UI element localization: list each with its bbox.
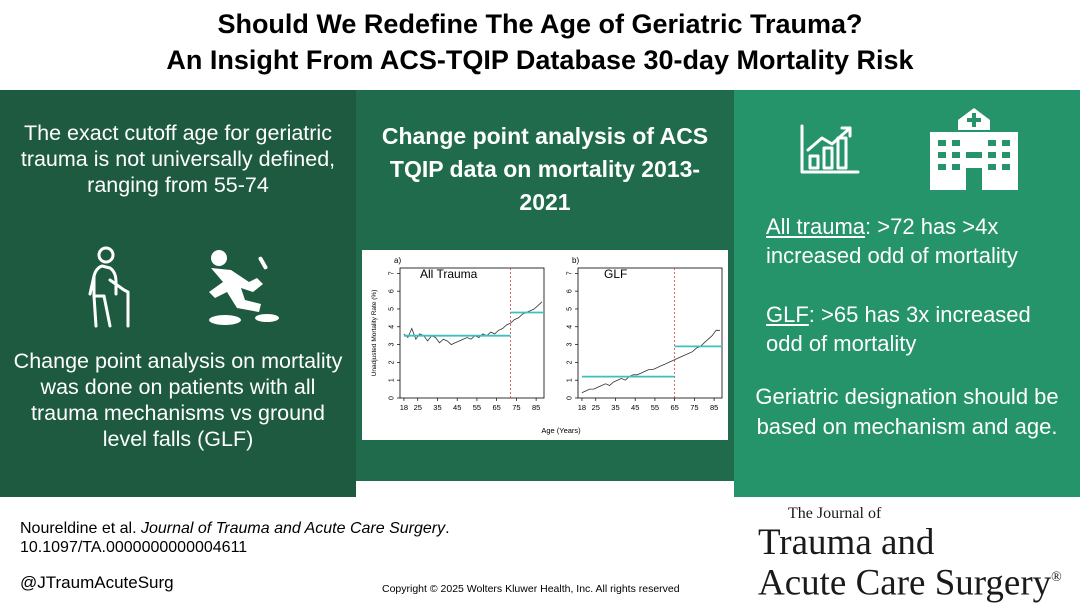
chart-1-y-tick-label-7: 7 — [389, 271, 396, 275]
chart-1-panel-label: a) — [394, 256, 401, 265]
elderly-person-icon — [88, 246, 130, 328]
page-title: Should We Redefine The Age of Geriatric … — [0, 6, 1080, 78]
chart-1-x-tick-label-6: 75 — [512, 403, 520, 412]
chart-2-y-tick-label-1: 1 — [567, 378, 574, 382]
chart-2-x-tick-label-4: 55 — [651, 403, 659, 412]
finding-all-trauma-text: : >72 has >4x increased odd of mortality — [766, 214, 1018, 268]
journal-logo-line1: Trauma and — [758, 522, 935, 563]
chart-1-y-axis-label: Unadjusted Mortality Rate (%) — [371, 290, 378, 377]
shared-x-axis-label: Age (Years) — [541, 426, 581, 435]
title-line-1: Should We Redefine The Age of Geriatric … — [217, 9, 863, 39]
chart-1-y-tick-label-2: 2 — [389, 360, 396, 364]
chart-1-y-tick-label-1: 1 — [389, 378, 396, 382]
chart-2-y-tick-label-5: 5 — [567, 307, 574, 311]
chart-2-y-tick-label-7: 7 — [567, 271, 574, 275]
chart-2-mortality-series-line — [581, 329, 720, 394]
journal-logo-line2-wrap: Acute Care Surgery® — [758, 558, 1062, 603]
method-text: Change point analysis on mortality was d… — [13, 349, 343, 451]
analysis-heading: Change point analysis of ACS TQIP data o… — [381, 123, 709, 215]
method-panel: Change point analysis of ACS TQIP data o… — [356, 90, 734, 481]
twitter-handle: @JTraumAcuteSurg — [20, 573, 174, 592]
chart-1-x-tick-label-4: 55 — [473, 403, 481, 412]
chart-2-x-tick-label-3: 45 — [631, 403, 639, 412]
chart-1-y-tick-label-6: 6 — [389, 289, 396, 293]
intro-text: The exact cutoff age for geriatric traum… — [20, 121, 336, 197]
chart-2-x-tick-label-6: 75 — [690, 403, 698, 412]
chart-1-x-tick-label-0: 18 — [400, 403, 408, 412]
chart-1-y-tick-label-0: 0 — [389, 396, 396, 400]
finding-all-trauma-label: All trauma — [766, 214, 866, 239]
chart-2-y-tick-label-3: 3 — [567, 343, 574, 347]
registered-mark: ® — [1051, 570, 1062, 585]
chart-1-frame — [399, 267, 545, 399]
citation-period: . — [445, 520, 450, 537]
chart-1-y-tick-label-3: 3 — [389, 343, 396, 347]
person-falling-icon — [209, 250, 279, 325]
chart-2-panel-label: b) — [572, 256, 579, 265]
journal-logo-small: The Journal of — [788, 505, 882, 522]
finding-glf: GLF: >65 has 3x increased odd of mortali… — [766, 300, 1066, 358]
chart-2-frame — [577, 267, 723, 399]
chart-2-x-tick-label-0: 18 — [578, 403, 586, 412]
chart-1-title: All Trauma — [420, 267, 478, 281]
chart-2-x-tick-label-1: 25 — [592, 403, 600, 412]
chart-2-x-tick-label-2: 35 — [611, 403, 619, 412]
chart-2-title: GLF — [604, 267, 627, 281]
hospital-icon — [930, 108, 1018, 190]
title-line-2: An Insight From ACS-TQIP Database 30-day… — [166, 45, 914, 75]
copyright-notice: Copyright © 2025 Wolters Kluwer Health, … — [382, 583, 680, 595]
chart-2-x-tick-label-5: 65 — [670, 403, 678, 412]
chart-1-x-tick-label-2: 35 — [433, 403, 441, 412]
citation-line: Noureldine et al. Journal of Trauma and … — [20, 519, 450, 538]
chart-2-y-tick-label-2: 2 — [567, 360, 574, 364]
finding-glf-label: GLF — [766, 302, 809, 327]
background-panel: The exact cutoff age for geriatric traum… — [0, 90, 356, 497]
chart-2-y-tick-label-0: 0 — [567, 396, 574, 400]
chart-1-y-tick-label-5: 5 — [389, 307, 396, 311]
citation-journal: Journal of Trauma and Acute Care Surgery — [140, 520, 446, 537]
chart-2-y-tick-label-6: 6 — [567, 289, 574, 293]
findings-panel: All trauma: >72 has >4x increased odd of… — [734, 90, 1080, 497]
finding-glf-text: : >65 has 3x increased odd of mortality — [766, 302, 1031, 356]
citation-authors: Noureldine et al. — [20, 520, 141, 537]
chart-1-x-tick-label-3: 45 — [453, 403, 461, 412]
chart-1-mortality-series-line — [403, 301, 543, 346]
finding-all-trauma: All trauma: >72 has >4x increased odd of… — [766, 212, 1066, 270]
bar-chart-growth-icon — [800, 124, 860, 174]
chart-1-y-tick-label-4: 4 — [389, 325, 396, 329]
change-point-charts: a) All Trauma 0 1 2 3 4 5 6 7 18 25 35 45 55 65 75 85 Unad… — [362, 250, 728, 440]
citation-doi: 10.1097/TA.0000000000004611 — [20, 539, 248, 556]
citation: Noureldine et al. Journal of Trauma and … — [20, 519, 450, 557]
chart-1-x-tick-label-1: 25 — [414, 403, 422, 412]
chart-1-x-tick-label-7: 85 — [532, 403, 540, 412]
chart-1-x-tick-label-5: 65 — [492, 403, 500, 412]
chart-2-x-tick-label-7: 85 — [710, 403, 718, 412]
chart-2-y-tick-label-4: 4 — [567, 325, 574, 329]
conclusion-text: Geriatric designation should be based on… — [755, 384, 1059, 439]
journal-logo-line2: Acute Care Surgery — [758, 562, 1052, 604]
